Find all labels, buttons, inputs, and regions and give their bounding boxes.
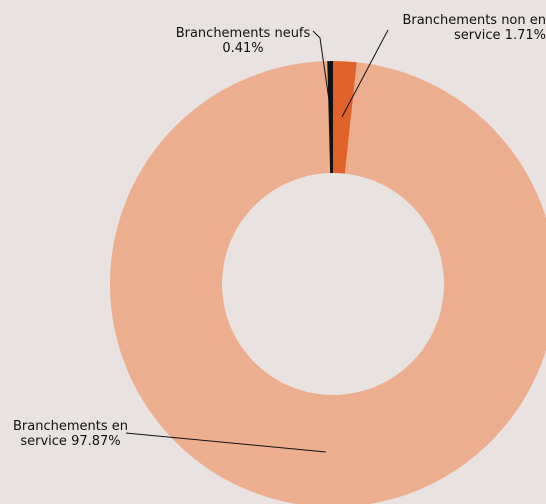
leader-line — [125, 432, 327, 453]
label-value: 97.87% — [71, 434, 121, 449]
slice — [110, 61, 546, 504]
label-value: 0.41% — [222, 41, 264, 56]
leader-line — [341, 29, 389, 118]
label-value: 1.71% — [504, 28, 546, 43]
data-label: Branchements non en service 1.71% — [392, 13, 546, 43]
label-name: Branchements non en service — [402, 13, 546, 43]
leader-line — [312, 30, 330, 101]
label-name: Branchements neufs — [175, 26, 311, 41]
slices — [110, 61, 546, 504]
data-label: Branchements en service 97.87% — [8, 419, 133, 449]
label-name: Branchements en service — [13, 419, 128, 449]
data-label: Branchements neufs 0.41% — [168, 26, 318, 56]
slice — [333, 61, 357, 174]
slice — [327, 61, 333, 174]
